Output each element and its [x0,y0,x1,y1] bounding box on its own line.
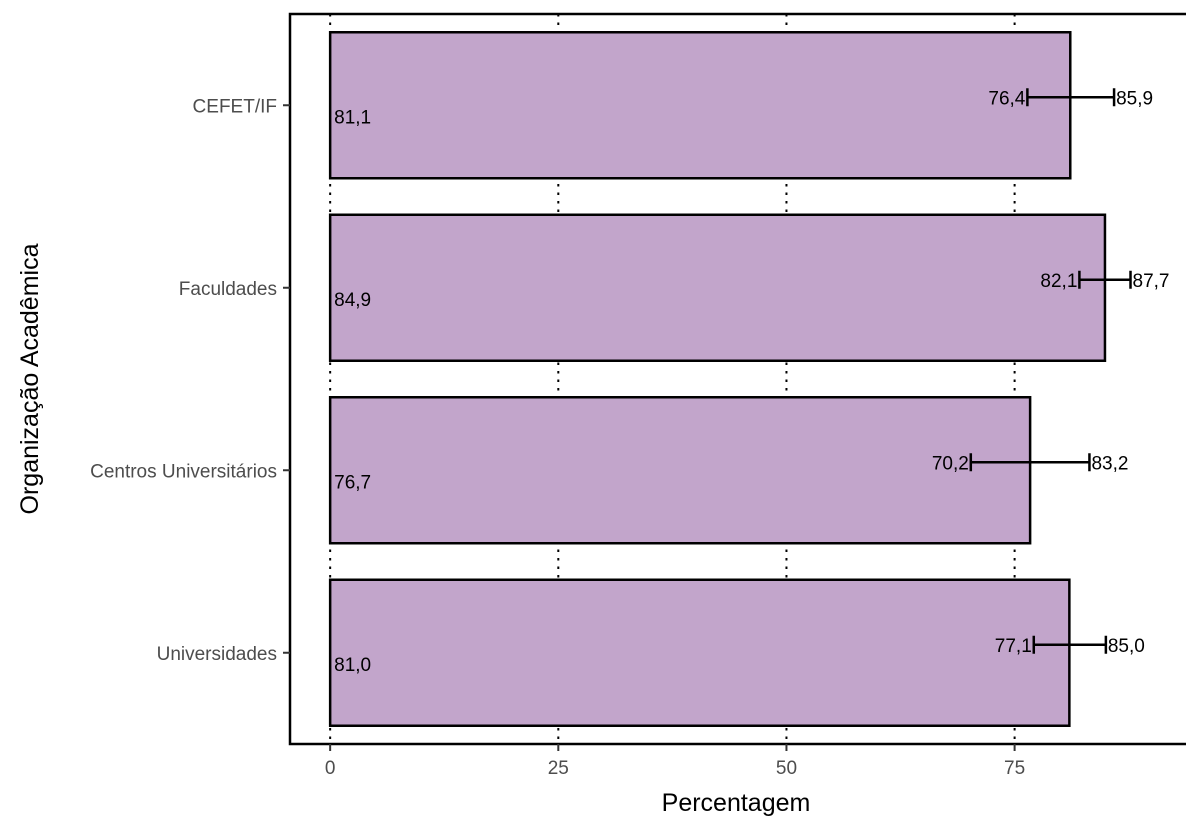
y-tick-label-2: Faculdades [179,279,277,300]
ci-lower-label-1: 70,2 [932,453,969,474]
bar-1 [328,396,1032,545]
x-axis: 0 25 50 75 [325,744,1025,779]
y-axis-title: Organização Acadêmica [16,243,44,514]
bar-0 [328,578,1071,727]
bar-2 [328,213,1107,362]
ci-lower-label-2: 82,1 [1040,271,1077,292]
ci-lower-label-3: 76,4 [988,88,1025,109]
error-bars [969,88,1132,654]
x-tick-label-0: 0 [325,758,336,779]
ci-upper-label-1: 83,2 [1091,453,1128,474]
ci-lower-label-0: 77,1 [995,636,1032,657]
bars [328,31,1107,727]
bar-value-label-2: 84,9 [334,290,371,311]
ci-upper-label-0: 85,0 [1108,636,1145,657]
y-axis: Universidades Centros Universitários Facul… [90,96,290,665]
bar-3 [328,31,1072,180]
ci-upper-label-3: 85,9 [1116,88,1153,109]
ci-upper-label-2: 87,7 [1133,271,1170,292]
x-tick-label-75: 75 [1004,758,1025,779]
panel-border [288,12,1186,746]
x-axis-title: Percentagem [662,789,811,816]
bar-value-label-3: 81,1 [334,107,371,128]
value-labels: 81,0 77,1 85,0 76,7 70,2 83,2 84,9 82,1 87,7 81,1… [334,88,1169,676]
y-tick-label-3: CEFET/IF [193,96,277,117]
y-tick-label-1: Centros Universitários [90,461,277,482]
bar-value-label-1: 76,7 [334,472,371,493]
x-tick-label-50: 50 [776,758,797,779]
y-tick-label-0: Universidades [157,644,277,665]
bar-value-label-0: 81,0 [334,655,371,676]
x-tick-label-25: 25 [548,758,569,779]
